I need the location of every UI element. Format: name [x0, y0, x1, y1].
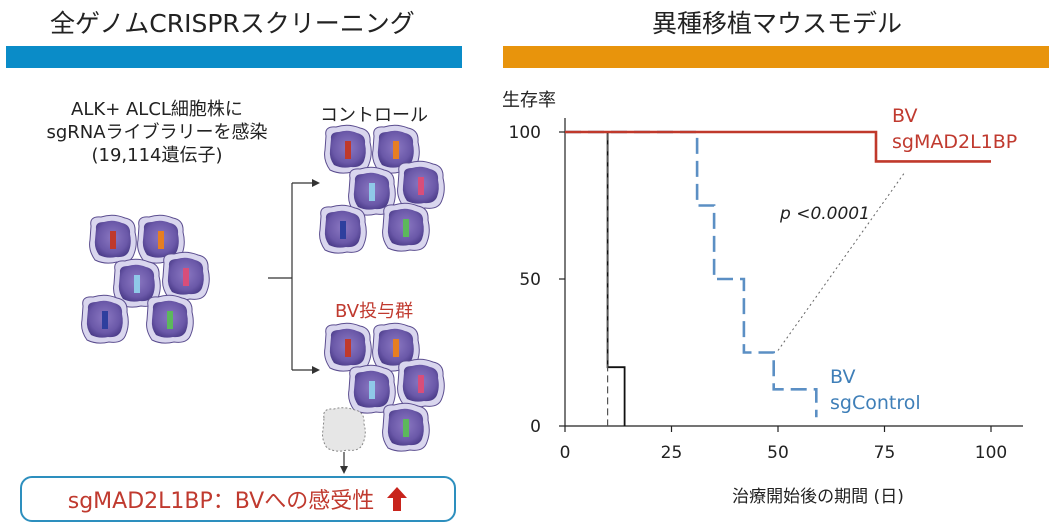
x-tick-label: 50 [767, 443, 789, 463]
control-label: コントロール [320, 105, 428, 126]
y-tick-label: 50 [519, 270, 541, 290]
x-tick-label: 0 [560, 443, 571, 463]
result-box: sgMAD2L1BP：BVへの感受性 [20, 476, 456, 522]
series-line-3 [565, 131, 626, 426]
y-tick-label: 0 [530, 417, 541, 437]
cell-cluster-bv [322, 322, 445, 452]
series-label-0: sgMAD2L1BP [892, 131, 1017, 153]
x-tick-label: 75 [874, 443, 896, 463]
description-line-1: ALK+ ALCL細胞株に [71, 99, 243, 120]
x-tick-label: 100 [975, 443, 1007, 463]
series-label-0: BV [892, 105, 917, 127]
description-line-2: sgRNAライブラリーを感染 [46, 122, 268, 143]
left-title-bar [6, 46, 462, 68]
y-tick-label: 100 [509, 123, 541, 143]
cell-cluster-initial [81, 214, 210, 344]
pvalue-annotation: p <0.0001 [779, 204, 870, 224]
series-line-2 [565, 131, 609, 426]
series-label-1: BV [830, 366, 855, 388]
y-axis-title: 生存率 [502, 90, 556, 111]
description-line-3: (19,114遺伝子) [91, 145, 223, 166]
up-arrow-icon [387, 487, 408, 511]
cell-diagram [81, 124, 445, 474]
pvalue-connector [777, 171, 906, 351]
result-text: sgMAD2L1BP：BVへの感受性 [67, 489, 375, 514]
branch-arrows [268, 182, 312, 371]
series-line-1 [565, 130, 818, 418]
right-title-bar [503, 46, 1049, 68]
x-axis-title: 治療開始後の期間 (日) [732, 487, 904, 507]
series-line-0 [565, 130, 991, 163]
description: ALK+ ALCL細胞株に sgRNAライブラリーを感染 (19,114遺伝子) [28, 98, 286, 167]
series-label-1: sgControl [830, 392, 921, 414]
left-panel-title: 全ゲノムCRISPRスクリーニング [50, 9, 415, 38]
x-tick-label: 25 [661, 443, 683, 463]
dead-cell [322, 407, 366, 452]
right-panel-title: 異種移植マウスモデル [652, 9, 903, 38]
cell-cluster-control [319, 124, 445, 254]
bv-group-label: BV投与群 [335, 301, 414, 322]
